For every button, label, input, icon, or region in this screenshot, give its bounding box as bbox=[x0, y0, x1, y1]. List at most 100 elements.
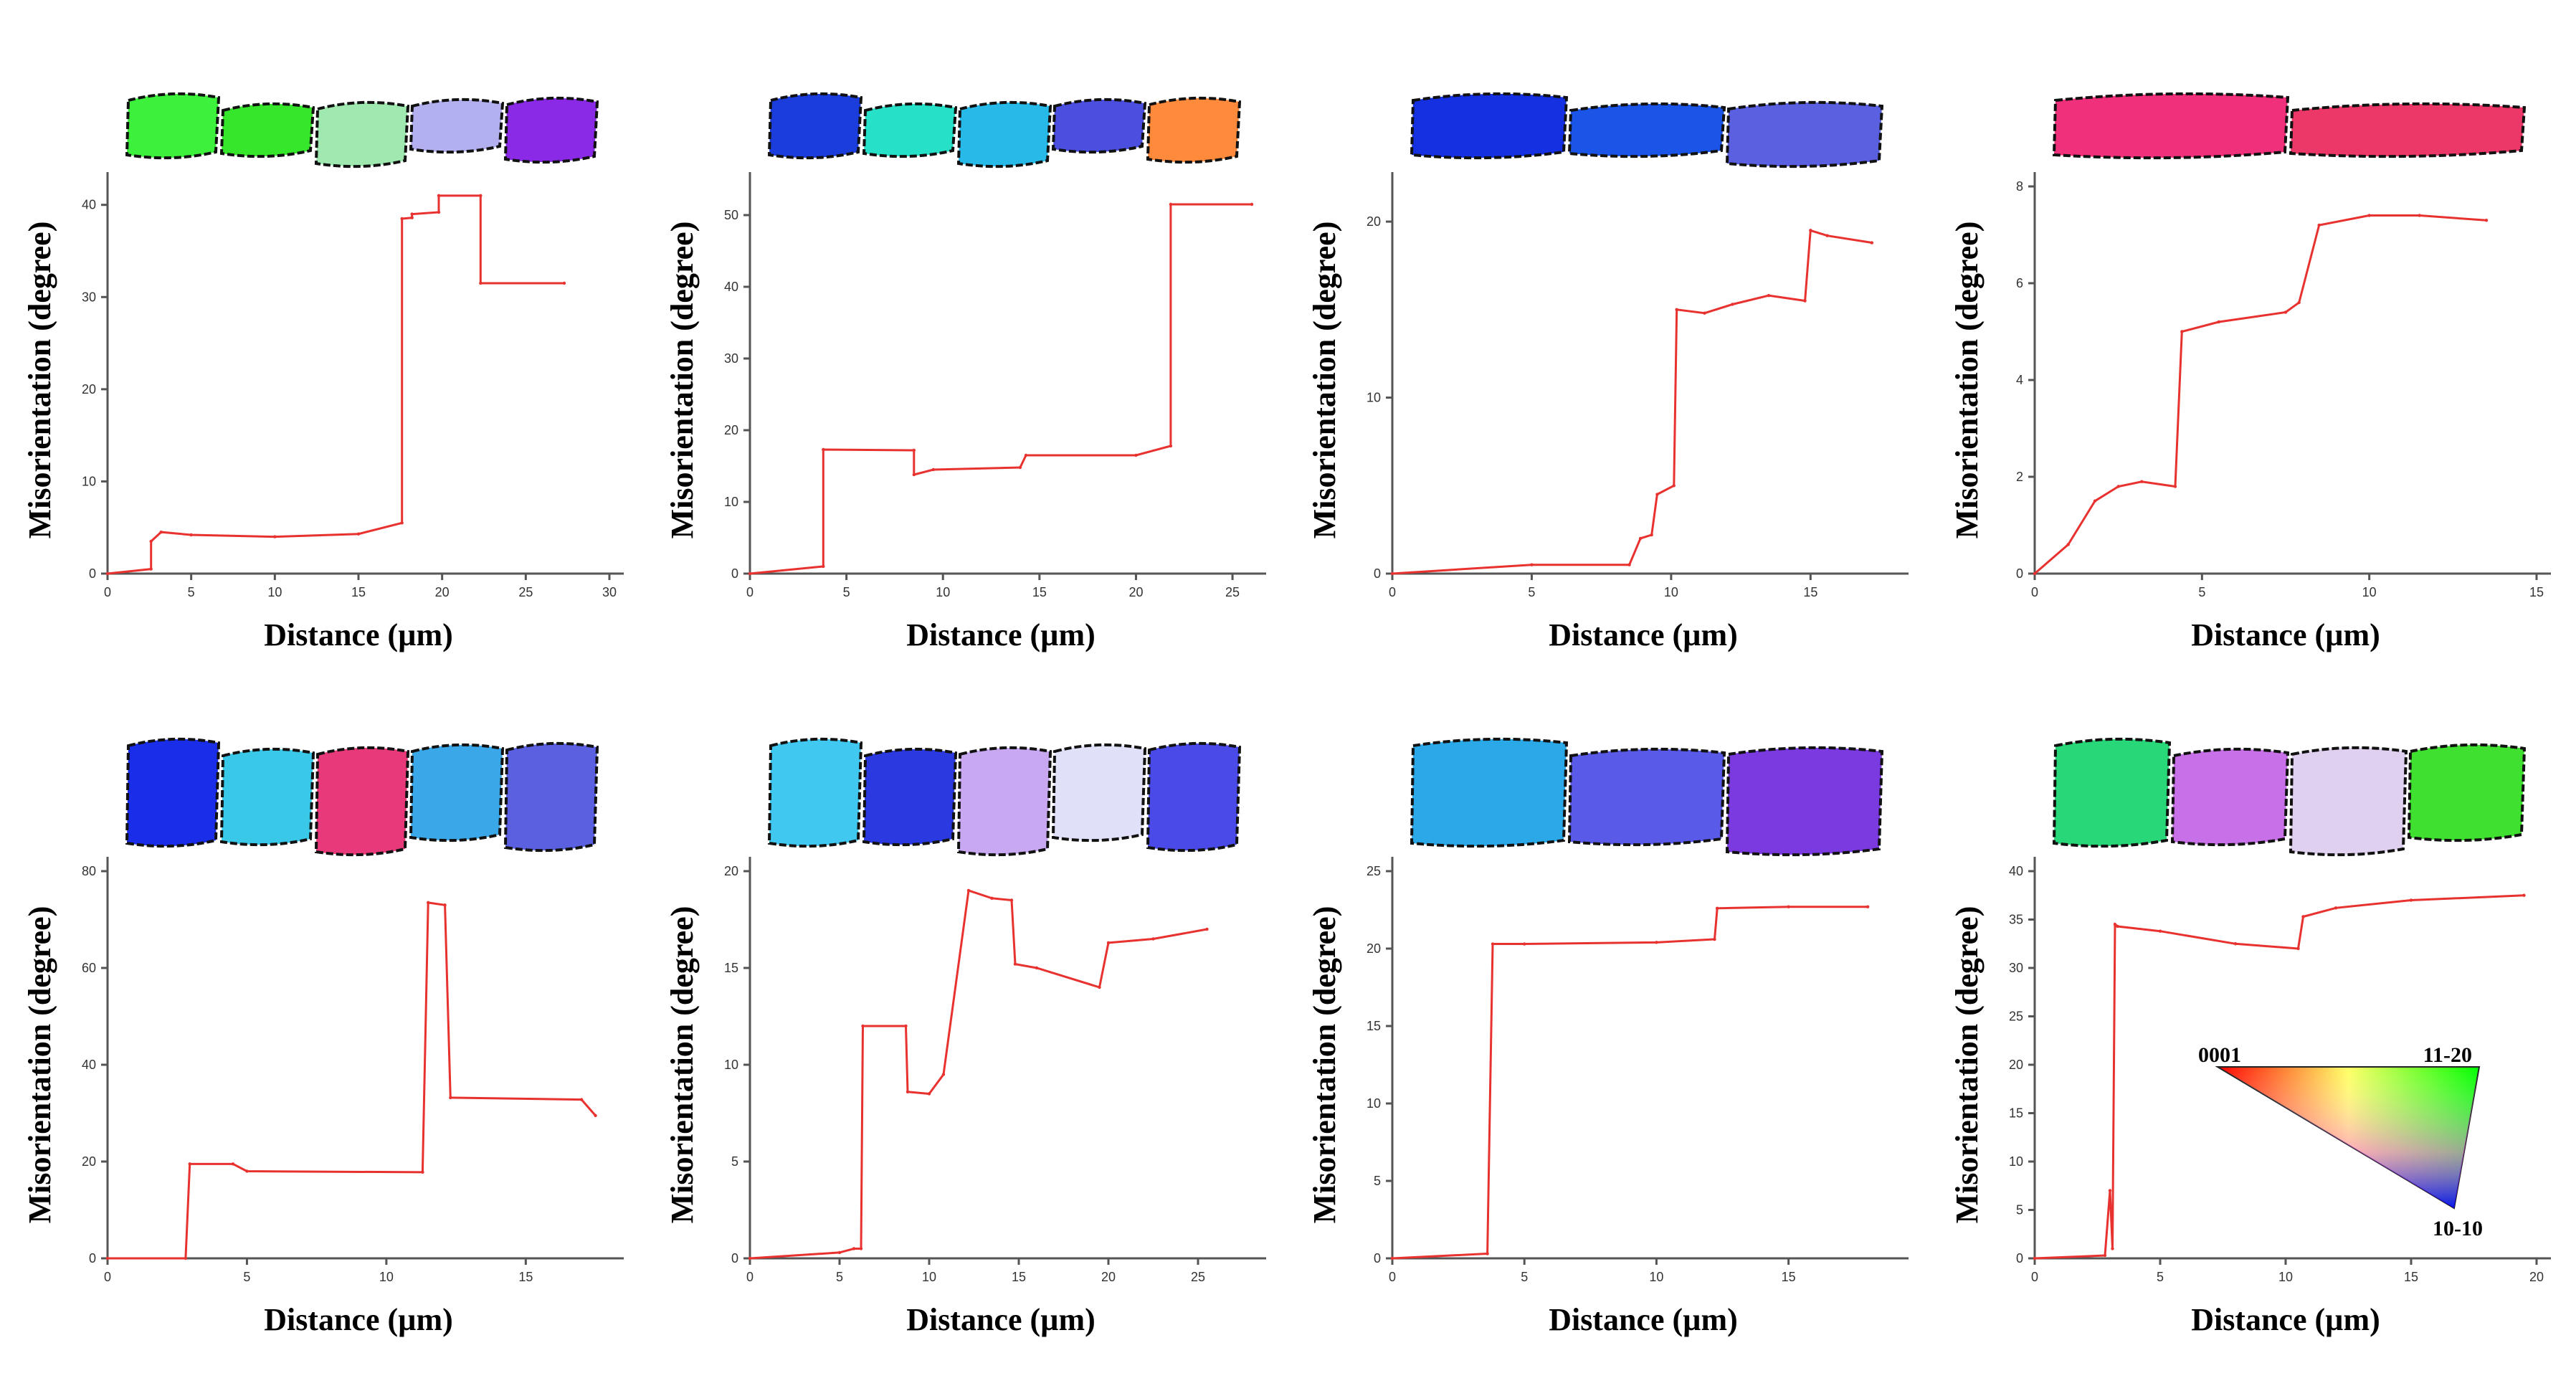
y-tick-label: 25 bbox=[1367, 864, 1381, 878]
y-tick-label: 30 bbox=[82, 290, 96, 304]
data-point bbox=[400, 217, 404, 221]
y-tick-label: 40 bbox=[2009, 864, 2023, 878]
x-tick-label: 10 bbox=[267, 585, 282, 599]
data-point bbox=[861, 1024, 865, 1028]
misorientation-chart: 0 5 10 15 20 25 30 0 10 20 30 40 Misorientation (deg… bbox=[22, 172, 624, 652]
data-point bbox=[1523, 942, 1526, 946]
y-tick-label: 0 bbox=[731, 566, 738, 581]
y-axis-label: Misorientation (degree) bbox=[1307, 906, 1342, 1224]
data-point bbox=[1009, 898, 1014, 902]
y-tick-label: 15 bbox=[724, 961, 738, 975]
x-axis-label: Distance (µm) bbox=[1549, 617, 1738, 652]
x-tick-label: 5 bbox=[243, 1270, 250, 1284]
y-tick-label: 20 bbox=[1367, 214, 1381, 229]
grain bbox=[2289, 746, 2408, 857]
data-point bbox=[1870, 241, 1874, 244]
data-point bbox=[1013, 962, 1017, 966]
grain bbox=[1410, 92, 1569, 160]
x-tick-label: 15 bbox=[1782, 1270, 1796, 1284]
x-tick-label: 0 bbox=[104, 1270, 111, 1284]
grain bbox=[409, 743, 505, 842]
x-axis-label: Distance (µm) bbox=[1549, 1302, 1738, 1337]
y-tick-label: 30 bbox=[724, 351, 738, 366]
data-point bbox=[912, 448, 916, 452]
data-point bbox=[1715, 906, 1719, 911]
misorientation-chart: 0 5 10 15 0 5 10 15 20 25 Misorientation (degree) D… bbox=[1307, 857, 1909, 1337]
data-point bbox=[149, 539, 153, 543]
data-point bbox=[2367, 214, 2371, 217]
data-point bbox=[2033, 1256, 2037, 1260]
data-point bbox=[356, 532, 361, 536]
grain bbox=[956, 746, 1052, 857]
ipf-label-10-10: 10-10 bbox=[2433, 1217, 2483, 1240]
axes bbox=[748, 857, 1266, 1260]
data-point bbox=[1866, 905, 1870, 908]
data-point bbox=[1638, 536, 1643, 541]
y-tick-label: 40 bbox=[82, 198, 96, 212]
data-point bbox=[2066, 543, 2070, 546]
data-point bbox=[443, 903, 447, 907]
x-tick-label: 5 bbox=[836, 1270, 843, 1284]
data-point bbox=[562, 281, 566, 285]
data-point bbox=[1713, 937, 1716, 941]
grain bbox=[219, 102, 315, 158]
data-point bbox=[1250, 202, 1254, 206]
y-axis-label: Misorientation (degree) bbox=[1949, 222, 1985, 539]
data-point bbox=[273, 535, 277, 538]
axes bbox=[106, 172, 624, 575]
grain bbox=[956, 100, 1052, 168]
data-point bbox=[990, 896, 994, 900]
data-point bbox=[1650, 533, 1653, 537]
grain bbox=[862, 102, 958, 158]
x-tick-label: 10 bbox=[379, 1270, 394, 1284]
x-tick-label: 15 bbox=[351, 585, 366, 599]
data-point bbox=[437, 194, 441, 198]
data-point bbox=[1134, 453, 1138, 457]
y-tick-label: 0 bbox=[1374, 1251, 1381, 1266]
data-point bbox=[837, 1250, 842, 1255]
data-point bbox=[1169, 444, 1173, 448]
misorientation-line bbox=[107, 194, 564, 575]
data-point bbox=[594, 1114, 597, 1118]
grain bbox=[768, 737, 863, 848]
x-tick-label: 10 bbox=[936, 585, 950, 599]
data-point bbox=[1486, 1252, 1489, 1255]
data-point bbox=[1098, 985, 1101, 989]
grain bbox=[314, 100, 410, 168]
data-point bbox=[1390, 1256, 1394, 1260]
y-tick-label: 40 bbox=[724, 280, 738, 294]
ipf-label-0001: 0001 bbox=[2198, 1043, 2241, 1067]
y-tick-label: 20 bbox=[724, 423, 738, 437]
data-point bbox=[1672, 484, 1676, 488]
x-tick-label: 10 bbox=[1664, 585, 1678, 599]
data-point bbox=[2116, 485, 2120, 488]
y-tick-label: 5 bbox=[731, 1154, 738, 1169]
y-axis-label: Misorientation (degree) bbox=[22, 222, 57, 539]
data-point bbox=[410, 212, 414, 216]
data-point bbox=[2283, 310, 2288, 314]
axes bbox=[2033, 172, 2551, 575]
x-tick-label: 10 bbox=[922, 1270, 936, 1284]
misorientation-line bbox=[749, 889, 1207, 1260]
y-tick-label: 35 bbox=[2009, 913, 2023, 927]
grain bbox=[1567, 102, 1726, 158]
grain bbox=[1725, 746, 1883, 857]
y-tick-label: 60 bbox=[82, 961, 96, 975]
data-point bbox=[966, 888, 971, 893]
y-tick-label: 6 bbox=[2016, 276, 2023, 290]
data-point bbox=[1655, 493, 1659, 496]
y-tick-label: 80 bbox=[82, 864, 96, 878]
data-point bbox=[2116, 924, 2119, 929]
data-point bbox=[1787, 905, 1790, 908]
ipf-color-key: 0001 11-20 10-10 bbox=[2198, 1043, 2483, 1240]
data-point bbox=[105, 571, 110, 576]
data-point bbox=[822, 447, 825, 452]
grain bbox=[2289, 102, 2526, 158]
data-point bbox=[1151, 937, 1155, 941]
grain bbox=[125, 737, 221, 848]
grain bbox=[503, 741, 599, 853]
x-tick-label: 25 bbox=[1191, 1270, 1205, 1284]
x-tick-label: 5 bbox=[1528, 585, 1535, 599]
y-tick-label: 20 bbox=[724, 864, 738, 878]
